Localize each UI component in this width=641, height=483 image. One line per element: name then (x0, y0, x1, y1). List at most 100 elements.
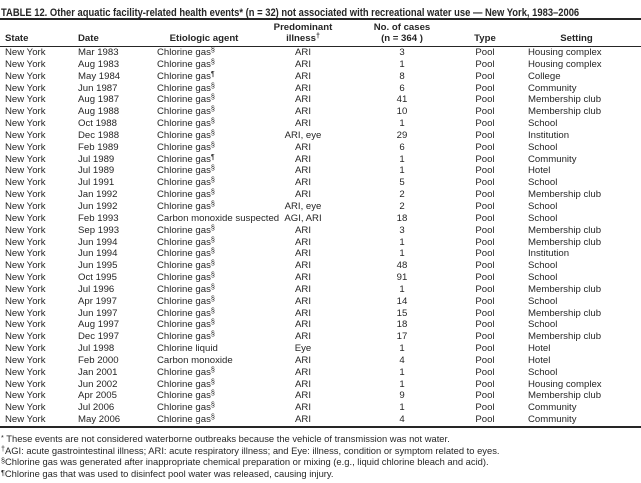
cell-type: Pool (475, 224, 495, 236)
table-row: New York Feb 1993 Carbon monoxide suspecte… (0, 213, 641, 225)
cell-cases: 6 (399, 141, 405, 153)
cell-setting: Community (512, 414, 641, 428)
cell-state: New York (5, 283, 46, 295)
cell-state: New York (5, 260, 46, 272)
cell-illness: ARI (295, 260, 311, 272)
cell-cases: 2 (399, 200, 405, 212)
cell-etiologic-agent: Chlorine gas§ (157, 293, 215, 307)
cell-illness: ARI (295, 153, 311, 165)
cell-date: Aug 1987 (78, 94, 120, 106)
cell-setting: School (528, 212, 558, 224)
cell-date: Oct 1988 (78, 118, 117, 130)
cell-type: Pool (475, 319, 495, 331)
cell-date: Feb 2000 (78, 354, 119, 366)
cell-state: New York (5, 94, 46, 106)
cell-etiologic-agent: Chlorine gas§ (157, 400, 215, 414)
footnote-marker: § (210, 163, 215, 173)
cell-cases: 18 (396, 319, 408, 331)
cell-type: Pool (475, 307, 495, 319)
cell-cases: 10 (396, 106, 408, 118)
cell-type: Pool (475, 177, 495, 189)
table-row: New York Jun 1995 Chlorine gas§ ARI 48 Pool Sc… (0, 259, 641, 272)
cell-illness: ARI (295, 248, 311, 260)
cell-etiologic-agent: Chlorine gas§ (157, 92, 215, 106)
footnote: †AGI: acute gastrointestinal illness; AR… (1, 444, 500, 456)
cell-setting: Membership club (528, 390, 602, 402)
footnote-marker: § (210, 293, 215, 303)
table-row: New York Jul 1991 Chlorine gas§ ARI 5 Pool Sch… (0, 175, 641, 189)
table-row: New York Sep 1993 Chlorine gas§ ARI 3 Pool Mem… (0, 224, 641, 237)
cell-cases: 1 (399, 118, 405, 130)
cell-state: New York (5, 343, 46, 355)
footnote-marker: § (210, 388, 215, 398)
footnote-marker: § (210, 127, 215, 137)
cell-cases: 91 (396, 272, 408, 284)
footnote-marker: § (210, 281, 215, 291)
cell-etiologic-agent: Chlorine gas§ (157, 305, 215, 319)
footnote-marker: § (210, 400, 215, 410)
cell-cases: 2 (399, 189, 405, 201)
cell-etiologic-agent: Chlorine gas§ (157, 198, 215, 212)
cell-date: Jun 1994 (78, 248, 118, 260)
footnote-marker: ¶ (1, 467, 5, 477)
cell-state: New York (5, 189, 46, 201)
cell-date: Jul 1996 (78, 283, 115, 295)
cell-state: New York (5, 212, 46, 224)
col-header-type: Type (458, 20, 512, 47)
cell-cases: 3 (399, 224, 405, 236)
cell-cases: 1 (399, 378, 405, 390)
cell-illness: ARI (260, 414, 346, 428)
cell-type: Pool (475, 260, 495, 272)
cell-etiologic-agent: Chlorine gas§ (157, 139, 215, 153)
table-row: New York Mar 1983 Chlorine gas§ ARI 3 Pool Hou… (0, 46, 641, 59)
cell-setting: College (528, 70, 561, 82)
cell-setting: Membership club (528, 224, 602, 236)
cell-date: Jul 2006 (78, 402, 115, 414)
cell-state: New York (5, 153, 46, 165)
footnote-marker: § (210, 270, 215, 280)
cell-date: Apr 1997 (78, 295, 117, 307)
cell-etiologic-agent: Chlorine gas§ (157, 329, 215, 343)
header-row: State Date Etiologic agent Predominant i… (0, 20, 641, 47)
cell-date: Jun 1992 (78, 200, 118, 212)
cell-etiologic-agent: Chlorine gas§ (157, 163, 215, 177)
cell-date: Jul 1998 (78, 343, 115, 355)
cell-type: Pool (475, 129, 495, 141)
footnote-marker: ¶ (210, 151, 215, 161)
cell-date: Jan 1992 (78, 189, 118, 201)
cell-type: Pool (475, 118, 495, 130)
table-row: New York Aug 1987 Chlorine gas§ ARI 41 Pool Me… (0, 92, 641, 106)
cell-illness: ARI (295, 272, 311, 284)
footnote-marker: § (1, 455, 5, 465)
cell-date: May 2006 (72, 414, 148, 428)
cell-type: Pool (475, 82, 495, 94)
cell-date: Oct 1995 (78, 272, 117, 284)
cell-cases: 15 (396, 307, 408, 319)
cell-date: Feb 1993 (78, 212, 119, 224)
footnote-marker: § (210, 139, 215, 149)
cell-type: Pool (475, 212, 495, 224)
footnote-marker: † (1, 444, 5, 454)
col-header-illness-line1: Predominant (273, 22, 333, 33)
cell-etiologic-agent: Chlorine gas§ (157, 116, 215, 130)
col-header-predominant-illness: Predominant illness† (260, 20, 346, 47)
cell-setting: Membership club (528, 283, 602, 295)
cell-etiologic-agent: Chlorine gas§ (157, 175, 215, 189)
table-row: New York Apr 1997 Chlorine gas§ ARI 14 Pool Sc… (0, 293, 641, 308)
cell-state: New York (5, 366, 46, 378)
cell-illness: ARI (295, 366, 311, 378)
col-header-cases-line1: No. of cases (373, 22, 431, 33)
cell-cases: 1 (399, 283, 405, 295)
cell-state: New York (5, 70, 46, 82)
cell-setting: Community (528, 153, 577, 165)
cell-illness: ARI (295, 106, 311, 118)
cell-illness: ARI, eye (284, 200, 322, 212)
cell-type: Pool (475, 295, 495, 307)
footnote-marker: § (210, 92, 215, 102)
cell-etiologic-agent: Chlorine gas§ (148, 413, 260, 428)
cell-date: Jan 2001 (78, 366, 118, 378)
cell-date: Jun 1994 (78, 236, 118, 248)
cell-setting: Membership club (528, 236, 602, 248)
cell-state: New York (5, 378, 46, 390)
